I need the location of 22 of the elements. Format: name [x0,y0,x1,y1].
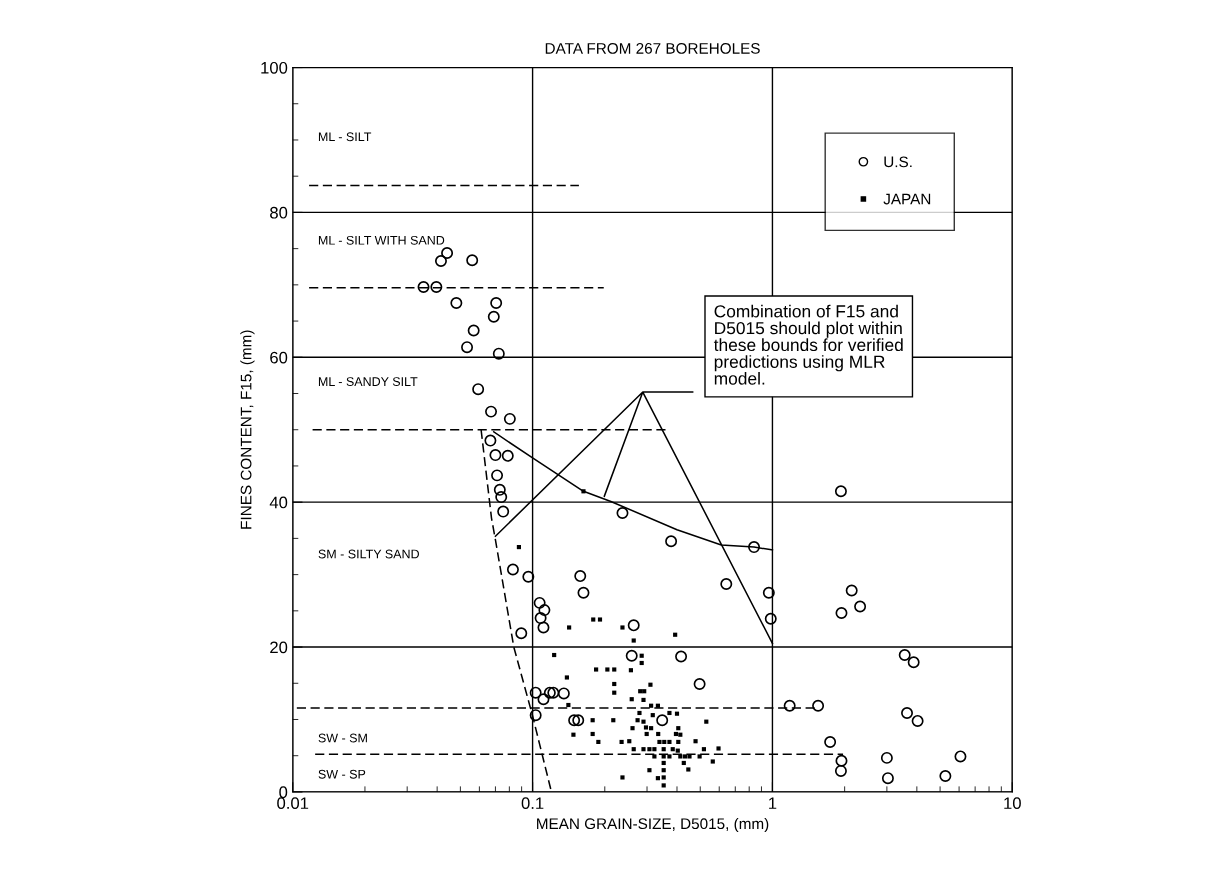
y-tick-label: 0 [279,786,288,799]
annotation: SW - SP [318,769,366,779]
annotation: SM - SILTY SAND [318,549,419,559]
x-tick-label: 1 [769,797,777,809]
y-axis-title: FINES CONTENT, F15, (mm) [240,330,255,529]
x-tick-label: 0.1 [521,797,544,810]
y-tick-label: 80 [270,206,288,219]
annotation: Combination of F15 and D5015 should plot within these bounds for verified predictions using MLR model. [713,304,903,385]
y-tick-label: 40 [269,496,288,509]
annotation: ML - SILT WITH SAND [318,235,445,245]
y-tick-label: 60 [270,351,288,364]
y-tick-label: 20 [270,641,288,654]
x-tick-label: 0.01 [277,797,309,810]
y-tick-label: 100 [261,61,288,74]
legend-label: U.S. [884,156,912,168]
chart-title: DATA FROM 267 BOREHOLES [545,42,760,54]
legend-label: JAPAN [883,193,931,205]
x-axis-title: MEAN GRAIN-SIZE, D5015, (mm) [537,817,769,833]
annotation: ML - SILT [318,132,372,142]
x-tick-label: 10 [1004,797,1021,810]
annotation: ML - SANDY SILT [318,377,418,386]
annotation: SW - SM [318,733,367,743]
